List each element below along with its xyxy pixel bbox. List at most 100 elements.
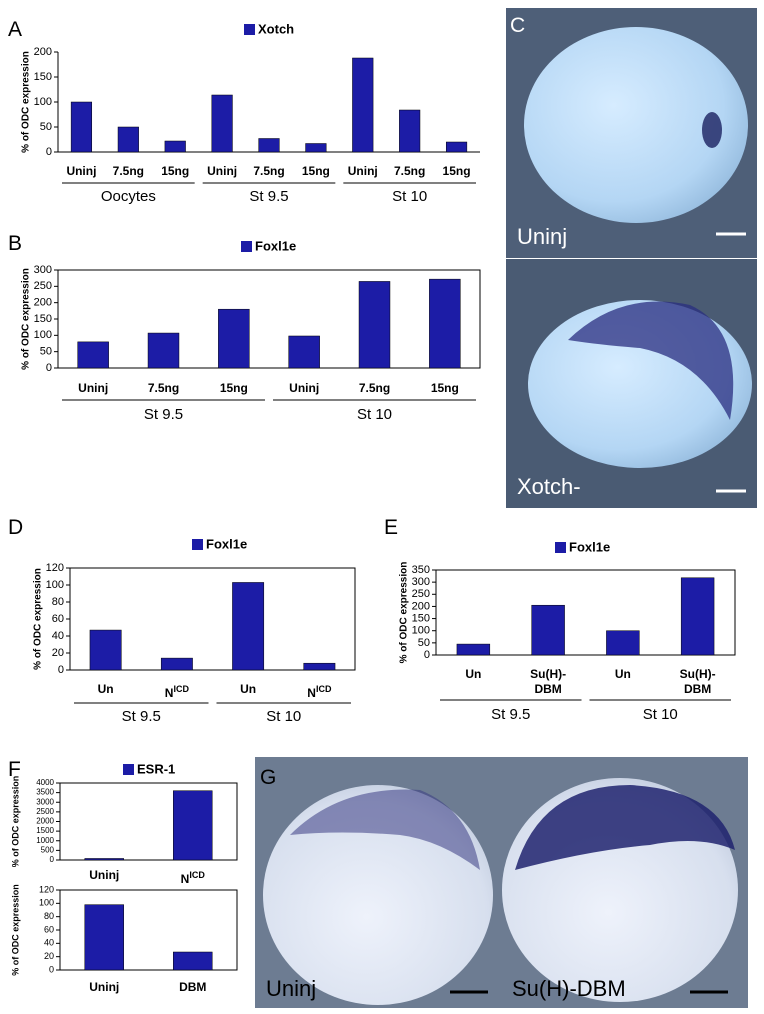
panel-label: F: [8, 758, 21, 781]
legend-label: Foxl1e: [255, 238, 296, 253]
x-tick-label: NICD: [181, 868, 205, 887]
y-tick-label: 0: [58, 664, 64, 676]
legend-swatch: [555, 542, 566, 553]
group-label: St 9.5: [249, 188, 289, 205]
x-tick-label: 7.5ng: [253, 164, 284, 179]
y-tick-label: 40: [52, 630, 64, 642]
y-tick-label: 100: [412, 625, 430, 637]
image-label: Su(H)-DBM: [512, 976, 626, 1001]
group-label: St 9.5: [491, 706, 531, 723]
category-text: Uninj: [78, 381, 109, 395]
x-tick-label: Uninj: [66, 164, 96, 179]
bar: [211, 94, 233, 153]
bar: [84, 904, 124, 971]
category-text: 15ng: [442, 164, 471, 178]
y-tick-label: 120: [46, 562, 64, 574]
photo-c: [506, 8, 757, 508]
x-tick-label: Uninj: [89, 868, 119, 883]
category-text: Un: [240, 682, 257, 696]
image-label: Xotch-: [517, 474, 581, 499]
x-tick-label: Un: [465, 667, 481, 682]
y-tick-label: 100: [39, 898, 54, 908]
category-text: Un: [614, 667, 631, 681]
group-label: St 10: [356, 406, 393, 423]
bar: [429, 278, 461, 369]
y-tick-label: 300: [412, 576, 430, 588]
y-tick-label: 0: [49, 964, 54, 974]
category-text: Uninj: [207, 164, 238, 178]
group-label: St 9.5: [143, 406, 184, 423]
panel-label: B: [8, 232, 23, 255]
legend-label: Foxl1e: [206, 536, 247, 551]
y-tick-label: 1500: [36, 826, 54, 835]
bar: [680, 577, 715, 656]
bar: [456, 643, 491, 656]
y-tick-label: 150: [34, 313, 52, 325]
category-text: 15ng: [301, 164, 330, 178]
legend-swatch: [241, 241, 252, 252]
panel-label: A: [8, 18, 23, 41]
y-axis-label: % of ODC expression: [33, 568, 44, 670]
y-tick-label: 200: [34, 46, 52, 58]
bar: [399, 109, 421, 153]
y-tick-label: 4000: [36, 778, 54, 787]
legend-label: Foxl1e: [569, 539, 610, 554]
y-tick-label: 80: [44, 911, 54, 921]
y-axis-label: % of ODC expression: [21, 268, 32, 370]
y-tick-label: 0: [46, 146, 52, 158]
category-text: DBM: [179, 980, 207, 994]
x-tick-label: 15ng: [302, 164, 330, 179]
category-text: Un: [465, 667, 482, 681]
y-tick-label: 20: [52, 647, 64, 659]
bar: [445, 141, 468, 153]
x-tick-label: 7.5ng: [359, 381, 390, 396]
category-superscript: ICD: [315, 684, 332, 694]
x-tick-label: 15ng: [443, 164, 471, 179]
legend-label: Xotch: [258, 21, 294, 36]
category-superscript: ICD: [189, 870, 205, 880]
panel-label: G: [260, 766, 277, 789]
bar: [218, 308, 250, 369]
category-text: Uninj: [347, 164, 378, 178]
y-tick-label: 60: [44, 924, 54, 934]
y-tick-label: 300: [34, 264, 52, 276]
x-tick-label: Su(H)- DBM: [680, 667, 716, 697]
x-tick-label: 15ng: [220, 381, 248, 396]
y-axis-label: % of ODC expression: [10, 884, 20, 976]
category-text: 7.5ng: [358, 381, 391, 395]
category-text: Uninj: [289, 381, 320, 395]
y-tick-label: 40: [44, 938, 54, 948]
y-tick-label: 2000: [36, 817, 54, 826]
category-text: Uninj: [89, 868, 120, 882]
group-label: St 9.5: [121, 708, 161, 725]
bar: [84, 858, 124, 861]
bar: [89, 629, 122, 671]
bar: [173, 790, 213, 861]
bar: [352, 57, 374, 153]
legend-swatch: [244, 24, 255, 35]
x-tick-label: Un: [98, 682, 114, 697]
group-label: St 10: [642, 706, 678, 723]
panel-label: D: [8, 516, 24, 539]
x-tick-label: Su(H)- DBM: [530, 667, 566, 697]
x-tick-label: 15ng: [431, 381, 459, 396]
group-label: Oocytes: [100, 188, 156, 205]
y-tick-label: 150: [34, 71, 52, 83]
panel-label: C: [510, 14, 526, 37]
y-tick-label: 100: [34, 329, 52, 341]
x-tick-label: Uninj: [289, 381, 319, 396]
category-text: 15ng: [430, 381, 459, 395]
x-tick-label: Uninj: [78, 381, 108, 396]
category-text: Su(H)- DBM: [530, 667, 567, 696]
image-label: Uninj: [266, 976, 317, 1001]
y-tick-label: 80: [52, 596, 64, 608]
bar: [232, 582, 265, 671]
category-text: 15ng: [161, 164, 190, 178]
legend-swatch: [192, 539, 203, 550]
x-tick-label: DBM: [179, 980, 206, 995]
image-label: Uninj: [517, 224, 568, 249]
y-tick-label: 50: [418, 637, 430, 649]
bar: [173, 951, 213, 971]
